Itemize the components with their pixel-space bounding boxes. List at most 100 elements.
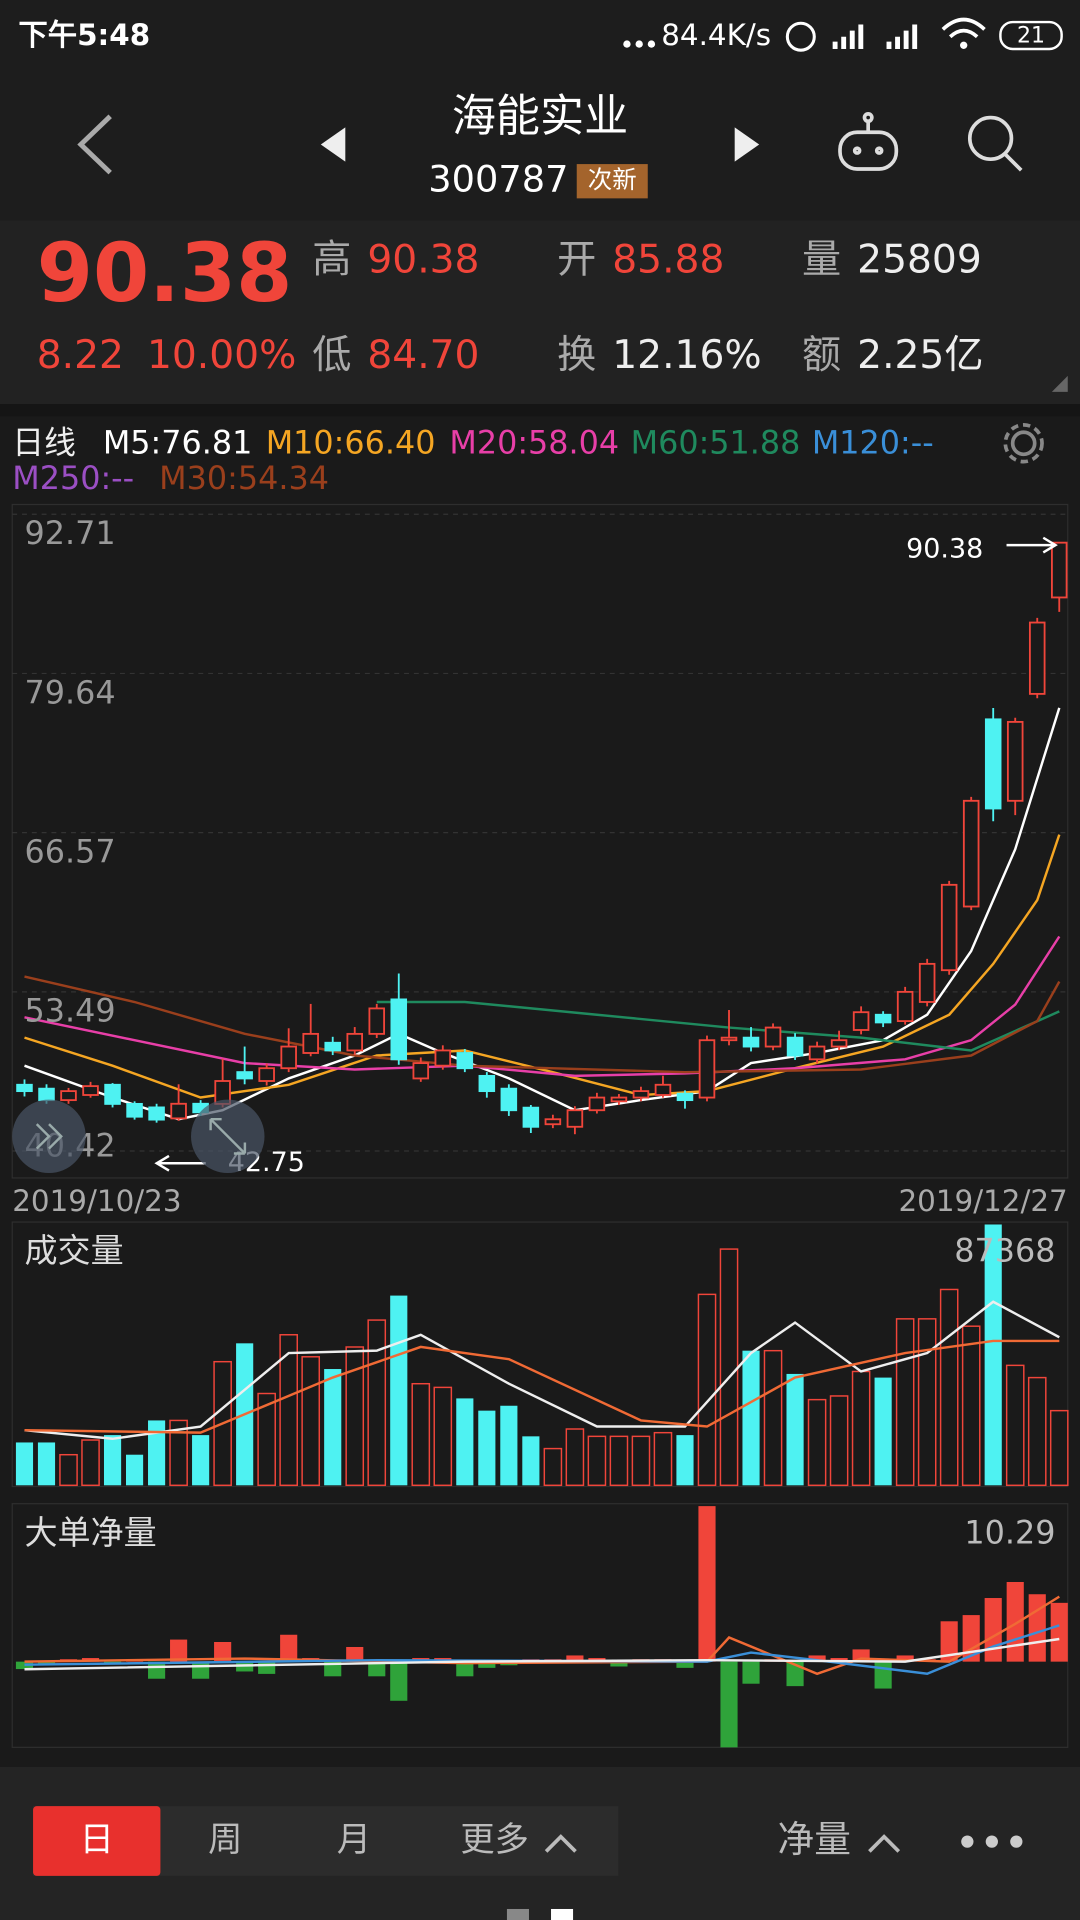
tab-label[interactable]: 净量 — [778, 1818, 851, 1861]
bar — [368, 1661, 386, 1677]
field-label: 量 — [802, 238, 841, 283]
legend-entry: M5:76.81 — [103, 423, 253, 461]
candle-body — [456, 1052, 474, 1070]
wifi-icon — [941, 17, 986, 39]
bar — [522, 1436, 540, 1486]
candle-body — [632, 1090, 650, 1099]
candle-body — [126, 1102, 143, 1118]
ma-line — [24, 975, 1061, 1074]
bar — [103, 1435, 122, 1486]
bar — [1027, 1376, 1047, 1487]
field-label: 换 — [557, 333, 596, 378]
bar — [456, 1398, 474, 1486]
bar — [543, 1447, 563, 1487]
bar — [698, 1506, 716, 1662]
candle-body — [786, 1036, 804, 1057]
bar — [962, 1615, 980, 1662]
candle-body — [500, 1087, 518, 1112]
x-axis-label: 2019/10/23 — [12, 1184, 181, 1218]
status-dots — [623, 40, 656, 48]
bar — [279, 1334, 298, 1487]
settings-icon[interactable] — [1003, 423, 1044, 464]
more-menu[interactable] — [961, 1835, 1023, 1848]
bar — [874, 1377, 892, 1486]
bar — [565, 1428, 585, 1487]
y-tick-label: 87368 — [954, 1232, 1055, 1270]
bar — [126, 1454, 144, 1486]
candle-body — [1050, 541, 1068, 599]
tab-selected[interactable] — [33, 1806, 161, 1876]
panel-title: 成交量 — [24, 1231, 123, 1270]
bar — [720, 1661, 738, 1748]
bar — [37, 1442, 56, 1486]
legend-entry: M60:51.88 — [631, 423, 801, 461]
candle-body — [368, 1007, 386, 1035]
candle-body — [302, 1032, 319, 1054]
y-tick-label: 92.71 — [24, 514, 115, 552]
candle-body — [60, 1090, 77, 1102]
last-price: 90.38 — [37, 227, 293, 321]
field-label: 低 — [312, 333, 351, 378]
y-tick-label: 10.29 — [964, 1513, 1055, 1551]
bar — [257, 1392, 276, 1487]
high-label: 90.38 — [906, 534, 983, 565]
candle-body — [412, 1062, 430, 1080]
battery — [999, 20, 1063, 51]
bar — [874, 1661, 892, 1689]
bar — [610, 1661, 628, 1667]
candle-body — [324, 1041, 341, 1052]
candle-body — [698, 1039, 716, 1099]
bar — [367, 1319, 387, 1487]
bar — [59, 1453, 78, 1487]
high-arrow — [1006, 536, 1058, 554]
ma-line — [24, 1339, 1060, 1434]
bar — [324, 1369, 342, 1486]
price-percent: 10.00% — [147, 333, 296, 378]
bar — [939, 1288, 959, 1487]
bar — [170, 1639, 188, 1662]
field-value: 25809 — [857, 238, 982, 283]
next-stock[interactable] — [734, 127, 760, 162]
bar — [390, 1295, 408, 1486]
stock-code: 300787 — [428, 158, 568, 201]
search-icon[interactable] — [967, 115, 1023, 172]
y-tick-label: 66.57 — [24, 832, 115, 870]
tab-label[interactable]: 月 — [337, 1820, 371, 1860]
y-tick-label: 53.49 — [24, 992, 115, 1030]
candle-body — [676, 1092, 694, 1102]
candle-body — [478, 1074, 496, 1093]
quote-fields: 高 90.38 开 85.88 量 25809 低 84.70 换 12.16% 额 2.25亿 — [312, 238, 983, 379]
bar — [917, 1318, 937, 1487]
bar — [807, 1398, 827, 1487]
tag-bg — [576, 164, 648, 199]
candle-body — [588, 1096, 606, 1112]
candle-body — [38, 1087, 55, 1102]
status-speed: 84.4K/s — [661, 18, 771, 52]
candle-body — [654, 1083, 672, 1096]
bar — [346, 1646, 364, 1662]
bar — [984, 1598, 1002, 1662]
candle-body — [918, 962, 936, 1003]
tab-label[interactable]: 日 — [80, 1820, 114, 1860]
prev-stock[interactable] — [320, 127, 346, 162]
tab-label[interactable]: 周 — [208, 1820, 242, 1860]
page-indicator — [506, 1908, 529, 1920]
expand-corner[interactable] — [1051, 375, 1068, 392]
bar — [478, 1661, 496, 1668]
bar — [433, 1386, 453, 1487]
tab-label[interactable]: 更多 — [460, 1820, 529, 1860]
zoom-icon — [209, 1117, 247, 1155]
bar — [653, 1431, 673, 1487]
field-label: 高 — [312, 238, 351, 283]
bar — [500, 1405, 518, 1486]
wifi-dot — [960, 41, 968, 49]
back-button[interactable] — [77, 114, 112, 175]
bar — [15, 1442, 34, 1486]
stock-tag: 次新 — [588, 165, 637, 194]
candle-body — [544, 1118, 562, 1126]
robot-icon[interactable] — [838, 112, 899, 171]
candle-body — [82, 1085, 99, 1096]
bar — [214, 1642, 232, 1662]
chart-bg — [0, 416, 1080, 1767]
